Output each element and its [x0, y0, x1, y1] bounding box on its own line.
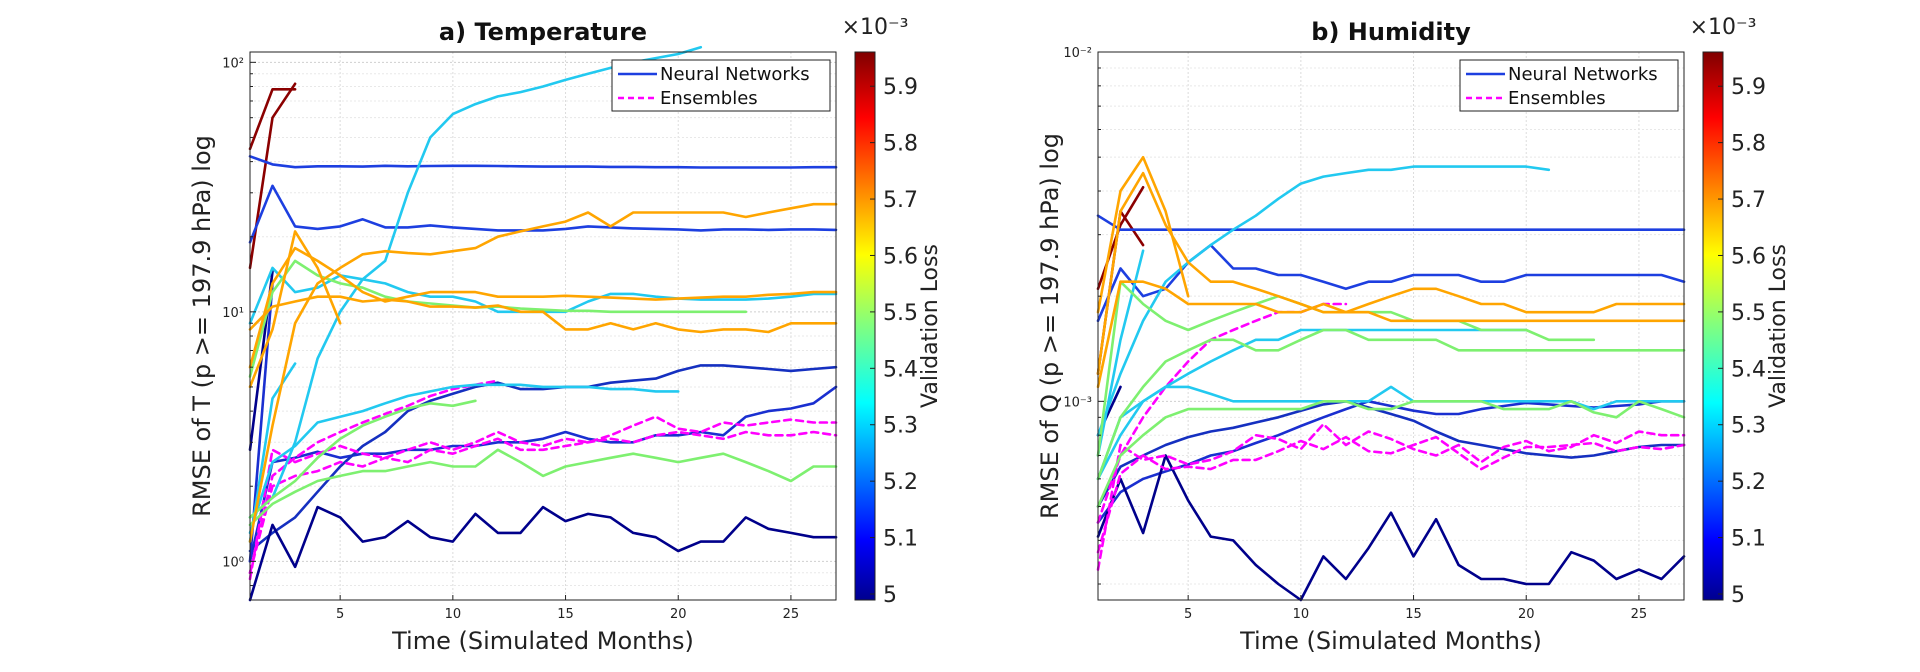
- series-line-neural-network: [1096, 385, 1686, 481]
- colorbar-tick-label: 5: [883, 583, 897, 608]
- y-tick-label: 10²: [222, 56, 244, 71]
- colorbar-label: Validation Loss: [1766, 244, 1791, 408]
- series-line-neural-network: [1096, 454, 1686, 602]
- colorbar-tick-label: 5.5: [1731, 301, 1766, 326]
- colorbar-tick-label: 5.2: [1731, 470, 1766, 495]
- series-line-ensemble: [1096, 435, 1686, 554]
- colorbar-tick-label: 5.1: [883, 527, 918, 552]
- colorbar-tick-label: 5.2: [883, 470, 918, 495]
- series-line-neural-network: [248, 82, 297, 270]
- y-tick-label: 10⁻³: [1063, 395, 1092, 410]
- panel-temperature: 5 10 15 20 25 10⁰ 10¹ 10² a) Temperature Time (…: [188, 18, 838, 655]
- colorbar-tick-label: 5.4: [883, 357, 918, 382]
- series-line-neural-network: [248, 383, 680, 535]
- series-line-neural-network: [1096, 399, 1686, 508]
- x-tick-label: 15: [1405, 607, 1422, 622]
- colorbar-multiplier: ×10⁻³: [1690, 15, 1757, 40]
- colorbar-tick-label: 5.8: [1731, 132, 1766, 157]
- series-line-neural-network: [1096, 165, 1551, 437]
- axes-box: [249, 51, 837, 601]
- series-line-neural-network: [248, 230, 342, 389]
- series-line-ensemble: [248, 415, 838, 581]
- chart-title: a) Temperature: [439, 18, 647, 46]
- x-axis-label: Time (Simulated Months): [391, 627, 694, 655]
- colorbar-tick-label: 5.7: [883, 188, 918, 213]
- colorbar-tick-label: 5.5: [883, 301, 918, 326]
- y-axis-label: RMSE of T (p >= 197.9 hPa) log: [188, 135, 216, 517]
- legend-label-ensembles: Ensembles: [1508, 88, 1606, 109]
- legend-label-neural: Neural Networks: [1508, 64, 1658, 85]
- series-line-neural-network: [248, 202, 838, 543]
- legend-label-neural: Neural Networks: [660, 64, 810, 85]
- colorbar-label: Validation Loss: [918, 244, 943, 408]
- plot-area: [1098, 52, 1684, 600]
- series-line-neural-network: [1096, 328, 1686, 481]
- colorbar-tick-label: 5.3: [883, 414, 918, 439]
- series-line-neural-network: [248, 88, 297, 151]
- series-line-neural-network: [1096, 280, 1686, 389]
- series-line-ensemble: [248, 430, 838, 575]
- series-line-neural-network: [248, 246, 838, 369]
- x-tick-label: 25: [1631, 607, 1648, 622]
- colorbar-humidity: ×10⁻³ 5 5.1 5.2 5.3 5.4 5.5 5.6 5.7 5.8 5.9 Validat…: [1690, 15, 1791, 608]
- series-line-neural-network: [1096, 399, 1686, 508]
- series-line-neural-network: [248, 362, 297, 543]
- x-tick-label: 15: [557, 607, 574, 622]
- panel-humidity: 5 10 15 20 25 10⁻³ 10⁻² b) Humidity Time (Simu…: [1036, 18, 1686, 655]
- colorbar-tick-label: 5.7: [1731, 188, 1766, 213]
- colorbar-tick-label: 5.4: [1731, 357, 1766, 382]
- colorbar-tick-label: 5.6: [883, 244, 918, 269]
- y-tick-label: 10⁰: [222, 555, 244, 570]
- x-tick-label: 20: [1518, 607, 1535, 622]
- series-line-ensemble: [248, 379, 500, 575]
- colorbar-tick-label: 5.3: [1731, 414, 1766, 439]
- axes-box: [1097, 51, 1685, 601]
- colorbar-gradient: [854, 51, 876, 601]
- series-line-neural-network: [1096, 328, 1528, 481]
- chart-title: b) Humidity: [1311, 18, 1471, 46]
- series-line-neural-network: [1096, 249, 1145, 457]
- colorbar-gradient: [1702, 51, 1724, 601]
- x-axis-label: Time (Simulated Months): [1239, 627, 1542, 655]
- y-tick-label: 10⁻²: [1063, 46, 1092, 61]
- series-line-neural-network: [248, 399, 477, 519]
- colorbar-tick-label: 5.6: [1731, 244, 1766, 269]
- series-line-neural-network: [248, 385, 838, 563]
- series-line-neural-network: [248, 364, 838, 553]
- legend: Neural Networks Ensembles: [1459, 59, 1679, 112]
- colorbar-multiplier: ×10⁻³: [842, 15, 909, 40]
- series-line-neural-network: [248, 184, 838, 244]
- x-tick-label: 10: [1293, 607, 1310, 622]
- series-line-ensemble: [1096, 422, 1686, 571]
- y-tick-label: 10¹: [222, 306, 244, 321]
- colorbar-tick-label: 5.9: [1731, 75, 1766, 100]
- colorbar-temperature: ×10⁻³ 5 5.1 5.2 5.3 5.4 5.5 5.6 5.7 5.8 5.9 Validat…: [842, 15, 943, 608]
- series-line-neural-network: [1096, 171, 1686, 376]
- x-tick-label: 25: [783, 607, 800, 622]
- series-line-neural-network: [248, 505, 838, 602]
- x-tick-label: 5: [336, 607, 344, 622]
- colorbar-tick-label: 5: [1731, 583, 1745, 608]
- legend-label-ensembles: Ensembles: [660, 88, 758, 109]
- series-line-neural-network: [248, 448, 838, 527]
- series-line-neural-network: [1096, 214, 1686, 231]
- legend: Neural Networks Ensembles: [611, 59, 831, 112]
- y-axis-label: RMSE of Q (p >= 197.9 hPa) log: [1036, 133, 1064, 519]
- series-line-neural-network: [248, 155, 838, 169]
- colorbar-tick-label: 5.9: [883, 75, 918, 100]
- colorbar-tick-label: 5.1: [1731, 527, 1766, 552]
- colorbar-tick-label: 5.8: [883, 132, 918, 157]
- x-tick-label: 5: [1184, 607, 1192, 622]
- series-line-neural-network: [248, 295, 838, 334]
- x-tick-label: 20: [670, 607, 687, 622]
- x-tick-label: 10: [445, 607, 462, 622]
